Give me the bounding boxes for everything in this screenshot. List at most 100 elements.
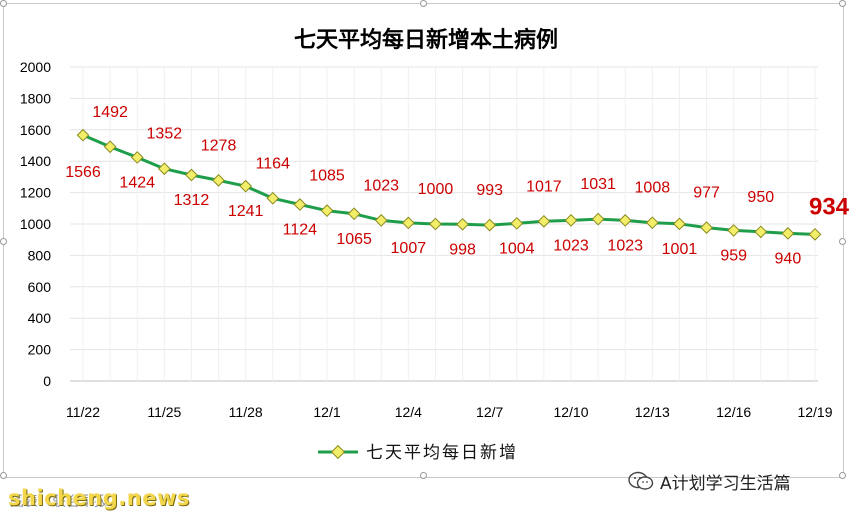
x-tick-label: 12/4 [395,404,422,420]
data-label: 1124 [283,222,318,239]
data-point-marker[interactable] [320,204,334,218]
data-point-marker[interactable] [754,225,768,239]
legend-marker-swatch [330,444,346,460]
x-tick-label: 12/10 [553,404,588,420]
legend[interactable]: 七天平均每日新增 [318,443,518,463]
x-tick-label: 11/28 [229,404,263,420]
data-point-marker[interactable] [266,191,280,205]
resize-handle-top-left[interactable] [0,0,7,7]
data-point-marker[interactable] [347,207,361,221]
site-watermark: shicheng.news [8,486,190,510]
data-label: 1004 [499,240,535,257]
chart-frame [0,0,846,479]
data-label: 959 [720,247,747,264]
data-point-marker[interactable] [185,168,198,182]
y-tick-label: 0 [43,373,51,389]
data-point-marker[interactable] [781,227,795,240]
y-axis: 0 200 400 600 800 1000 1200 1400 1600 1800 2000 [20,59,51,389]
data-label: 1492 [92,104,128,121]
series-line [82,133,816,236]
data-label: 1278 [201,137,237,154]
resize-handle-bottom-left[interactable] [0,472,7,479]
data-label: 1241 [228,203,264,220]
data-point-marker[interactable] [212,173,225,187]
data-label: 934 [809,193,850,220]
resize-handle-top[interactable] [420,0,427,7]
data-point-marker[interactable] [564,214,578,227]
wechat-account-badge[interactable]: A计划学习生活篇 [628,470,791,494]
legend-label: 七天平均每日新增 [366,443,518,463]
x-tick-label: 12/1 [313,404,340,420]
y-tick-label: 800 [28,247,52,263]
data-point-marker[interactable] [239,179,253,193]
x-tick-label: 11/25 [147,404,181,420]
data-point-marker[interactable] [700,221,713,234]
data-label: 1023 [607,237,643,254]
x-tick-label: 12/16 [716,404,751,420]
data-point-marker[interactable] [456,217,469,231]
y-tick-label: 1400 [20,153,51,169]
data-label: 1424 [119,174,155,191]
source-note: 图表：联合早报 [10,494,108,510]
x-tick-label: 12/7 [476,404,503,420]
data-label: 1085 [309,168,345,185]
data-label: 1001 [662,241,698,258]
data-label: 1023 [553,237,589,254]
y-tick-label: 1600 [20,122,51,138]
data-point-marker[interactable] [727,224,741,237]
data-label: 950 [747,189,774,206]
data-label: 1000 [418,181,454,198]
x-tick-label: 12/19 [797,404,832,420]
data-point-marker[interactable] [537,214,551,228]
y-tick-label: 200 [28,342,52,358]
y-tick-label: 1000 [20,216,51,232]
resize-handle-right[interactable] [839,238,846,245]
data-label: 977 [693,185,720,202]
gridlines [70,66,818,382]
wechat-account-name: A计划学习生活篇 [660,473,791,494]
data-point-marker[interactable] [618,214,632,227]
series-line-path [82,133,816,236]
data-point-marker[interactable] [808,227,822,241]
data-point-marker[interactable] [293,198,307,211]
y-tick-label: 400 [28,310,52,326]
data-point-marker[interactable] [483,218,497,232]
data-label: 1007 [391,240,427,257]
y-tick-label: 1200 [20,185,51,201]
y-tick-label: 2000 [20,59,51,75]
data-label: 1031 [580,176,616,193]
data-label: 1023 [363,177,399,194]
chart-title: 七天平均每日新增本土病例 [294,27,558,53]
line-chart: 七天平均每日新增本土病例 0 200 400 600 800 1000 1200 1400 16… [20,27,850,463]
data-point-marker[interactable] [673,217,686,231]
data-point-marker[interactable] [591,212,605,226]
data-label: 1008 [635,180,671,197]
resize-handle-top-right[interactable] [839,0,846,7]
data-label: 1312 [174,192,210,209]
resize-handle-left[interactable] [0,238,7,245]
data-point-marker[interactable] [374,214,388,227]
x-tick-label: 11/22 [66,404,100,420]
data-label: 998 [449,241,476,258]
x-tick-label: 12/13 [635,404,670,420]
data-label: 1164 [256,155,291,172]
data-point-marker[interactable] [157,162,171,176]
data-label: 1352 [147,126,183,143]
data-point-marker[interactable] [76,128,90,142]
data-point-marker[interactable] [103,140,117,154]
resize-handle-bottom-right[interactable] [839,472,846,479]
data-point-marker[interactable] [645,216,659,230]
series-markers [76,128,822,241]
data-label: 940 [775,250,802,267]
data-label: 1065 [336,231,372,248]
y-tick-label: 1800 [20,90,51,106]
data-point-marker[interactable] [510,217,524,230]
data-point-marker[interactable] [429,217,442,231]
x-axis: 11/22 11/25 11/28 12/1 12/4 12/7 12/10 12/13 12/… [66,404,833,420]
data-label: 1566 [65,164,101,181]
resize-handle-bottom[interactable] [420,472,427,479]
data-point-marker[interactable] [130,151,144,164]
data-point-marker[interactable] [401,216,415,230]
data-label: 993 [476,182,503,199]
y-tick-label: 600 [28,279,52,295]
